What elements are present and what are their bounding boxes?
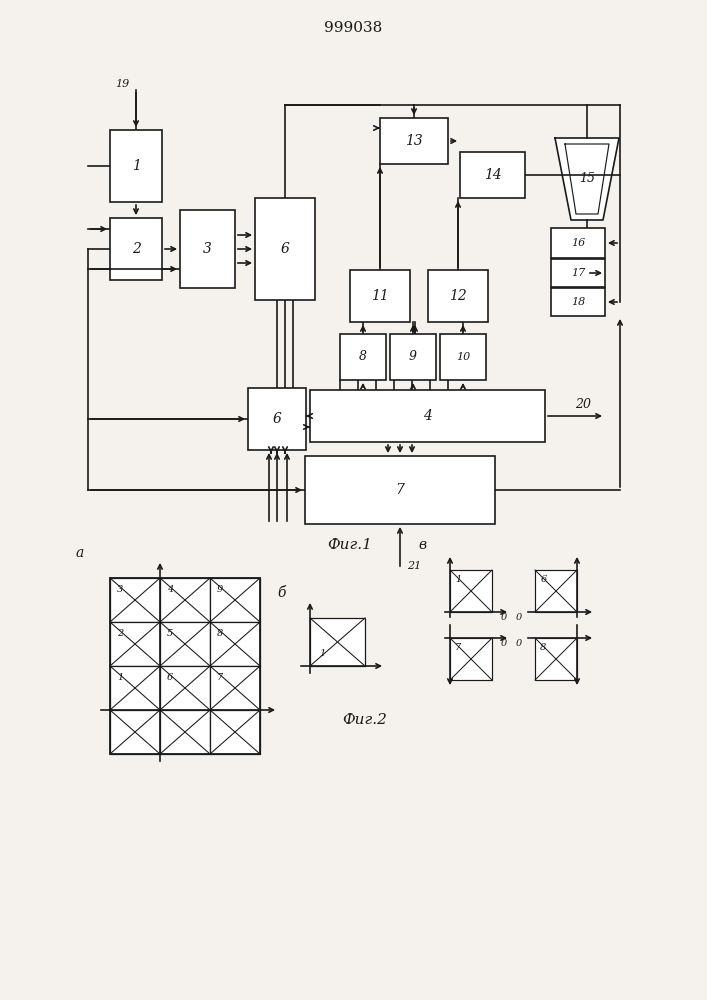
Text: 3: 3 (117, 584, 123, 593)
Text: 999038: 999038 (324, 21, 382, 35)
Bar (180, 210, 235, 288)
Bar (450, 638, 492, 680)
Bar (255, 198, 315, 300)
Text: 19: 19 (115, 79, 129, 89)
Text: 0: 0 (501, 640, 507, 648)
Text: 2: 2 (117, 629, 123, 638)
Text: б: б (278, 586, 286, 600)
Bar (160, 578, 210, 622)
Bar (248, 388, 306, 450)
Text: 6: 6 (540, 575, 547, 584)
Bar (551, 259, 605, 287)
Text: 0: 0 (516, 640, 522, 648)
Bar (380, 118, 448, 164)
Text: 4: 4 (423, 409, 432, 423)
Bar (210, 666, 260, 710)
Text: 1: 1 (455, 575, 462, 584)
Bar (551, 228, 605, 258)
Bar (110, 130, 162, 202)
Text: 13: 13 (405, 134, 423, 148)
Text: Фиг.2: Фиг.2 (343, 713, 387, 727)
Bar (210, 622, 260, 666)
Text: 21: 21 (407, 561, 421, 571)
Text: 3: 3 (203, 242, 212, 256)
Bar (440, 334, 486, 380)
Bar (110, 666, 160, 710)
Bar (535, 638, 577, 680)
Text: 11: 11 (371, 289, 389, 303)
Bar (110, 578, 260, 754)
Text: 1: 1 (117, 672, 123, 682)
Text: 0: 0 (501, 613, 507, 622)
Text: в: в (418, 538, 426, 552)
Text: 18: 18 (571, 297, 585, 307)
Text: 7: 7 (455, 643, 462, 652)
Text: a: a (76, 546, 84, 560)
Text: Фиг.1: Фиг.1 (327, 538, 373, 552)
Text: 5: 5 (167, 629, 173, 638)
Bar (310, 618, 365, 666)
Bar (110, 578, 160, 622)
Text: 16: 16 (571, 238, 585, 248)
Text: 6: 6 (167, 672, 173, 682)
Text: 10: 10 (456, 352, 470, 362)
Text: 14: 14 (484, 168, 501, 182)
Text: 1: 1 (319, 650, 325, 658)
Bar (340, 334, 386, 380)
Polygon shape (555, 138, 619, 220)
Bar (110, 710, 160, 754)
Bar (551, 288, 605, 316)
Text: 2: 2 (132, 242, 141, 256)
Text: 8: 8 (217, 629, 223, 638)
Text: 20: 20 (575, 397, 591, 410)
Text: 6: 6 (281, 242, 289, 256)
Text: 4: 4 (167, 584, 173, 593)
Text: 8: 8 (540, 643, 547, 652)
Bar (535, 570, 577, 612)
Bar (450, 570, 492, 612)
Bar (160, 710, 210, 754)
Text: 6: 6 (273, 412, 281, 426)
Bar (160, 622, 210, 666)
Bar (390, 334, 436, 380)
Text: 12: 12 (449, 289, 467, 303)
Bar (210, 710, 260, 754)
Bar (350, 270, 410, 322)
Bar (110, 218, 162, 280)
Bar (110, 622, 160, 666)
Text: 1: 1 (132, 159, 141, 173)
Bar (305, 456, 495, 524)
Bar (310, 390, 545, 442)
Text: 17: 17 (571, 268, 585, 278)
Bar (210, 578, 260, 622)
Bar (428, 270, 488, 322)
Text: 8: 8 (359, 351, 367, 363)
Text: 15: 15 (579, 172, 595, 186)
Text: 7: 7 (395, 483, 404, 497)
Text: 0: 0 (516, 613, 522, 622)
Bar (460, 152, 525, 198)
Text: 7: 7 (217, 672, 223, 682)
Text: 9: 9 (217, 584, 223, 593)
Text: 9: 9 (409, 351, 417, 363)
Bar (160, 666, 210, 710)
